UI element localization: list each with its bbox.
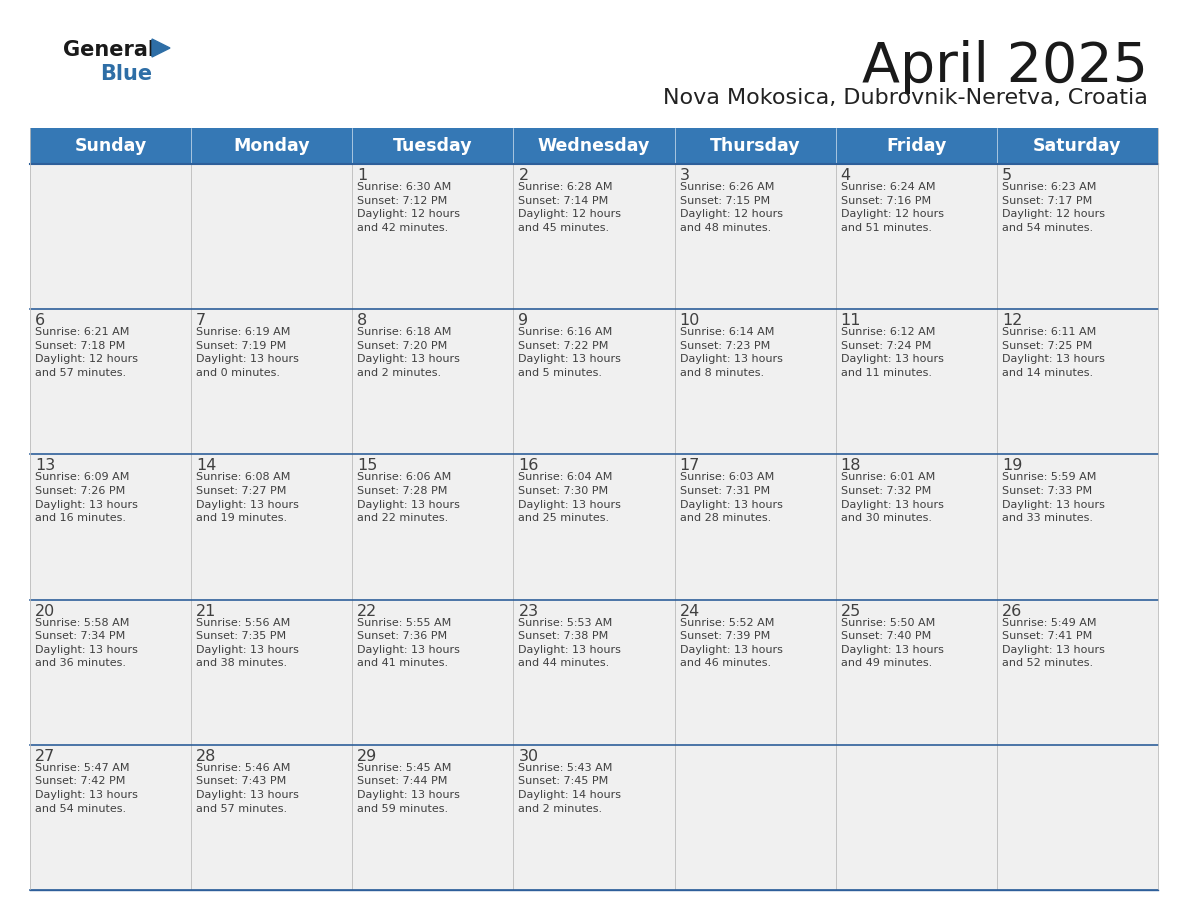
Text: Sunday: Sunday [75,137,146,155]
Text: 30: 30 [518,749,538,764]
Text: Wednesday: Wednesday [538,137,650,155]
Text: 24: 24 [680,604,700,619]
Text: Sunrise: 5:55 AM
Sunset: 7:36 PM
Daylight: 13 hours
and 41 minutes.: Sunrise: 5:55 AM Sunset: 7:36 PM Dayligh… [358,618,460,668]
Text: 28: 28 [196,749,216,764]
Text: 20: 20 [34,604,56,619]
Text: Sunrise: 5:45 AM
Sunset: 7:44 PM
Daylight: 13 hours
and 59 minutes.: Sunrise: 5:45 AM Sunset: 7:44 PM Dayligh… [358,763,460,813]
Text: Sunrise: 6:06 AM
Sunset: 7:28 PM
Daylight: 13 hours
and 22 minutes.: Sunrise: 6:06 AM Sunset: 7:28 PM Dayligh… [358,473,460,523]
Text: Sunrise: 5:53 AM
Sunset: 7:38 PM
Daylight: 13 hours
and 44 minutes.: Sunrise: 5:53 AM Sunset: 7:38 PM Dayligh… [518,618,621,668]
Text: Thursday: Thursday [710,137,801,155]
Text: 12: 12 [1001,313,1022,329]
Text: 22: 22 [358,604,378,619]
Text: 16: 16 [518,458,539,474]
Text: 11: 11 [841,313,861,329]
Text: Sunrise: 6:03 AM
Sunset: 7:31 PM
Daylight: 13 hours
and 28 minutes.: Sunrise: 6:03 AM Sunset: 7:31 PM Dayligh… [680,473,783,523]
Text: Sunrise: 6:14 AM
Sunset: 7:23 PM
Daylight: 13 hours
and 8 minutes.: Sunrise: 6:14 AM Sunset: 7:23 PM Dayligh… [680,327,783,378]
Text: Friday: Friday [886,137,947,155]
Text: Tuesday: Tuesday [393,137,473,155]
Text: 15: 15 [358,458,378,474]
Bar [30,454,1158,599]
Text: Sunrise: 6:26 AM
Sunset: 7:15 PM
Daylight: 12 hours
and 48 minutes.: Sunrise: 6:26 AM Sunset: 7:15 PM Dayligh… [680,182,783,233]
Text: 19: 19 [1001,458,1022,474]
Text: Sunrise: 6:24 AM
Sunset: 7:16 PM
Daylight: 12 hours
and 51 minutes.: Sunrise: 6:24 AM Sunset: 7:16 PM Dayligh… [841,182,943,233]
Text: Sunrise: 5:52 AM
Sunset: 7:39 PM
Daylight: 13 hours
and 46 minutes.: Sunrise: 5:52 AM Sunset: 7:39 PM Dayligh… [680,618,783,668]
Text: 8: 8 [358,313,367,329]
Text: 1: 1 [358,168,367,183]
Bar [30,744,1158,890]
Text: Sunrise: 6:01 AM
Sunset: 7:32 PM
Daylight: 13 hours
and 30 minutes.: Sunrise: 6:01 AM Sunset: 7:32 PM Dayligh… [841,473,943,523]
Text: 9: 9 [518,313,529,329]
Text: Sunrise: 6:23 AM
Sunset: 7:17 PM
Daylight: 12 hours
and 54 minutes.: Sunrise: 6:23 AM Sunset: 7:17 PM Dayligh… [1001,182,1105,233]
Text: Saturday: Saturday [1034,137,1121,155]
Text: Sunrise: 6:12 AM
Sunset: 7:24 PM
Daylight: 13 hours
and 11 minutes.: Sunrise: 6:12 AM Sunset: 7:24 PM Dayligh… [841,327,943,378]
Text: 14: 14 [196,458,216,474]
Text: General: General [63,40,154,60]
Bar [30,164,1158,309]
Text: Blue: Blue [100,64,152,84]
Text: Sunrise: 6:18 AM
Sunset: 7:20 PM
Daylight: 13 hours
and 2 minutes.: Sunrise: 6:18 AM Sunset: 7:20 PM Dayligh… [358,327,460,378]
Text: Nova Mokosica, Dubrovnik-Neretva, Croatia: Nova Mokosica, Dubrovnik-Neretva, Croati… [663,88,1148,108]
Text: 25: 25 [841,604,861,619]
Text: 4: 4 [841,168,851,183]
Text: 3: 3 [680,168,689,183]
Text: 6: 6 [34,313,45,329]
Text: Sunrise: 6:04 AM
Sunset: 7:30 PM
Daylight: 13 hours
and 25 minutes.: Sunrise: 6:04 AM Sunset: 7:30 PM Dayligh… [518,473,621,523]
Text: Sunrise: 6:30 AM
Sunset: 7:12 PM
Daylight: 12 hours
and 42 minutes.: Sunrise: 6:30 AM Sunset: 7:12 PM Dayligh… [358,182,460,233]
Text: Sunrise: 5:58 AM
Sunset: 7:34 PM
Daylight: 13 hours
and 36 minutes.: Sunrise: 5:58 AM Sunset: 7:34 PM Dayligh… [34,618,138,668]
Text: Sunrise: 5:50 AM
Sunset: 7:40 PM
Daylight: 13 hours
and 49 minutes.: Sunrise: 5:50 AM Sunset: 7:40 PM Dayligh… [841,618,943,668]
Text: 27: 27 [34,749,56,764]
Bar [30,128,1158,164]
Text: April 2025: April 2025 [862,40,1148,94]
Text: 29: 29 [358,749,378,764]
Text: 18: 18 [841,458,861,474]
Text: 13: 13 [34,458,56,474]
Text: 2: 2 [518,168,529,183]
Text: Sunrise: 5:46 AM
Sunset: 7:43 PM
Daylight: 13 hours
and 57 minutes.: Sunrise: 5:46 AM Sunset: 7:43 PM Dayligh… [196,763,299,813]
Text: Sunrise: 6:11 AM
Sunset: 7:25 PM
Daylight: 13 hours
and 14 minutes.: Sunrise: 6:11 AM Sunset: 7:25 PM Dayligh… [1001,327,1105,378]
Polygon shape [152,39,170,57]
Bar [30,309,1158,454]
Text: 10: 10 [680,313,700,329]
Text: Monday: Monday [233,137,310,155]
Text: Sunrise: 5:59 AM
Sunset: 7:33 PM
Daylight: 13 hours
and 33 minutes.: Sunrise: 5:59 AM Sunset: 7:33 PM Dayligh… [1001,473,1105,523]
Text: Sunrise: 6:08 AM
Sunset: 7:27 PM
Daylight: 13 hours
and 19 minutes.: Sunrise: 6:08 AM Sunset: 7:27 PM Dayligh… [196,473,299,523]
Text: Sunrise: 6:16 AM
Sunset: 7:22 PM
Daylight: 13 hours
and 5 minutes.: Sunrise: 6:16 AM Sunset: 7:22 PM Dayligh… [518,327,621,378]
Text: 5: 5 [1001,168,1012,183]
Text: 17: 17 [680,458,700,474]
Text: Sunrise: 5:43 AM
Sunset: 7:45 PM
Daylight: 14 hours
and 2 minutes.: Sunrise: 5:43 AM Sunset: 7:45 PM Dayligh… [518,763,621,813]
Text: Sunrise: 5:56 AM
Sunset: 7:35 PM
Daylight: 13 hours
and 38 minutes.: Sunrise: 5:56 AM Sunset: 7:35 PM Dayligh… [196,618,299,668]
Text: Sunrise: 6:28 AM
Sunset: 7:14 PM
Daylight: 12 hours
and 45 minutes.: Sunrise: 6:28 AM Sunset: 7:14 PM Dayligh… [518,182,621,233]
Text: 21: 21 [196,604,216,619]
Text: Sunrise: 6:09 AM
Sunset: 7:26 PM
Daylight: 13 hours
and 16 minutes.: Sunrise: 6:09 AM Sunset: 7:26 PM Dayligh… [34,473,138,523]
Text: Sunrise: 6:19 AM
Sunset: 7:19 PM
Daylight: 13 hours
and 0 minutes.: Sunrise: 6:19 AM Sunset: 7:19 PM Dayligh… [196,327,299,378]
Text: 26: 26 [1001,604,1022,619]
Text: Sunrise: 5:49 AM
Sunset: 7:41 PM
Daylight: 13 hours
and 52 minutes.: Sunrise: 5:49 AM Sunset: 7:41 PM Dayligh… [1001,618,1105,668]
Bar [30,599,1158,744]
Text: 23: 23 [518,604,538,619]
Text: 7: 7 [196,313,207,329]
Text: Sunrise: 6:21 AM
Sunset: 7:18 PM
Daylight: 12 hours
and 57 minutes.: Sunrise: 6:21 AM Sunset: 7:18 PM Dayligh… [34,327,138,378]
Text: Sunrise: 5:47 AM
Sunset: 7:42 PM
Daylight: 13 hours
and 54 minutes.: Sunrise: 5:47 AM Sunset: 7:42 PM Dayligh… [34,763,138,813]
